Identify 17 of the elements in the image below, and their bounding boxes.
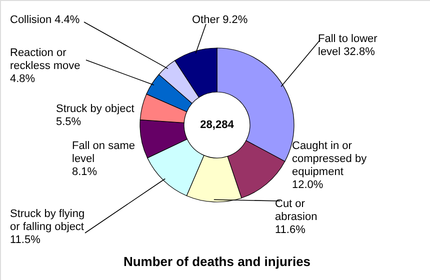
slice-label: Other 9.2% [192, 14, 248, 26]
data-label: 11.5% [10, 234, 41, 246]
data-label: 12.0% [292, 179, 324, 191]
slice-label: Fall on same level [72, 140, 135, 165]
slice-label: Cut or abrasion [275, 198, 318, 223]
slice-label: Collision 4.4% [10, 14, 80, 26]
text: 28,284 [200, 119, 235, 131]
slice-label: Struck by object [56, 103, 134, 115]
slice-label: Caught in or compressed by equipment [292, 140, 368, 178]
data-label: 8.1% [72, 166, 98, 178]
slice-label: Reaction or reckless move [10, 47, 80, 72]
data-label: 5.5% [56, 116, 82, 128]
slice-label: Struck by flying or falling object [10, 208, 85, 233]
data-label: 4.8% [10, 73, 36, 85]
slice-label: Fall to lower level 32.8% [318, 33, 378, 58]
data-label: 11.6% [275, 224, 306, 236]
text: Number of deaths and injuries [123, 254, 311, 269]
